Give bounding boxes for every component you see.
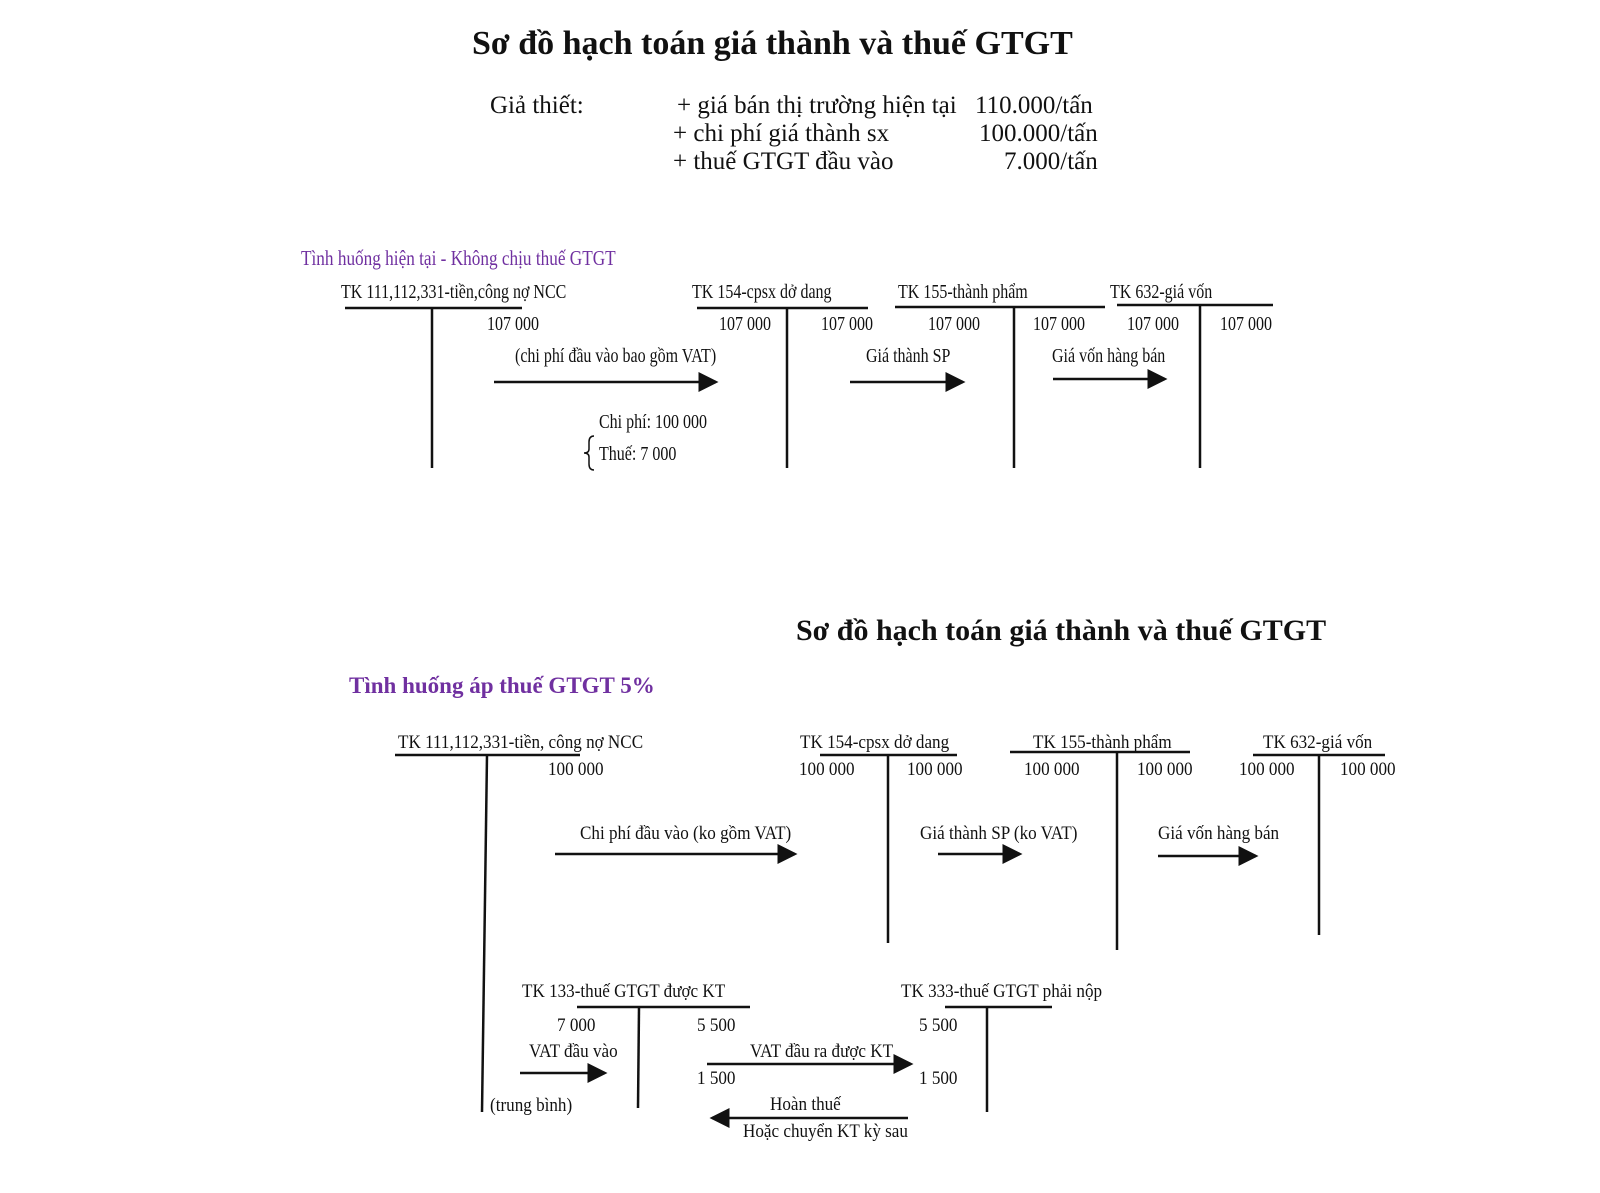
amount: 100 000 (1137, 759, 1193, 780)
brace (583, 435, 595, 471)
amount: 100 000 (548, 759, 604, 780)
account-title: TK 333-thuế GTGT phải nộp (901, 981, 1103, 1002)
amount: 107 000 (1220, 313, 1272, 335)
scenario-label-bottom: Tình huống áp thuế GTGT 5% (349, 673, 655, 698)
tk133-vline (636, 1006, 641, 1109)
amount: 100 000 (799, 759, 855, 780)
section-title: Sơ đồ hạch toán giá thành và thuế GTGT (796, 614, 1327, 647)
amount: 107 000 (928, 313, 980, 335)
amount: 107 000 (1033, 313, 1085, 335)
flow-label: (trung bình) (490, 1095, 573, 1116)
given-item-label: + giá bán thị trường hiện tại (677, 92, 957, 119)
given-item-label: + thuế GTGT đầu vào (673, 148, 894, 175)
account-title: TK 632-giá vốn (1263, 732, 1373, 753)
flow-label: Hoặc chuyển KT kỳ sau (743, 1121, 908, 1142)
flow-label: (chi phí đầu vào bao gồm VAT) (515, 345, 717, 367)
account-title: TK 111,112,331-tiền, công nợ NCC (398, 732, 644, 753)
flow-label: Giá vốn hàng bán (1052, 345, 1166, 367)
amount: 107 000 (719, 313, 771, 335)
flow-label: Chi phí đầu vào (ko gồm VAT) (580, 823, 792, 844)
flow-label: VAT đầu ra được KT (750, 1041, 894, 1062)
given-item-label: + chi phí giá thành sx (673, 120, 890, 147)
amount: 100 000 (1340, 759, 1396, 780)
flow-label: Hoàn thuế (770, 1094, 841, 1115)
scenario-label-top: Tình huống hiện tại - Không chịu thuế GT… (301, 246, 616, 270)
amount: 100 000 (907, 759, 963, 780)
amount: 100 000 (1024, 759, 1080, 780)
flow-label: VAT đầu vào (529, 1041, 618, 1062)
flow-label: Giá thành SP (ko VAT) (920, 823, 1078, 844)
given-item-value: 100.000/tấn (979, 120, 1098, 147)
given-item-value: 7.000/tấn (1004, 148, 1098, 175)
account-title: TK 632-giá vốn (1110, 281, 1213, 303)
flow-label: Giá vốn hàng bán (1158, 823, 1280, 844)
tk111-bottom-vline (480, 754, 489, 1113)
page-title: Sơ đồ hạch toán giá thành và thuế GTGT (472, 25, 1073, 62)
account-title: TK 155-thành phẩm (898, 281, 1028, 303)
flow-label: Giá thành SP (866, 345, 951, 367)
amount: 5 500 (697, 1015, 736, 1036)
amount: 107 000 (487, 313, 539, 335)
given-label: Giả thiết: (490, 92, 584, 119)
amount: 100 000 (1239, 759, 1295, 780)
amount: 107 000 (1127, 313, 1179, 335)
account-title: TK 154-cpsx dở dang (800, 732, 950, 753)
amount: 5 500 (919, 1015, 958, 1036)
amount: 7 000 (557, 1015, 596, 1036)
account-title: TK 133-thuế GTGT được KT (522, 981, 726, 1002)
amount: 107 000 (821, 313, 873, 335)
amount: 1 500 (919, 1068, 958, 1089)
given-item-value: 110.000/tấn (975, 92, 1093, 119)
amount: 1 500 (697, 1068, 736, 1089)
account-title: TK 155-thành phẩm (1033, 732, 1172, 753)
breakdown-tax: Thuế: 7 000 (599, 443, 677, 465)
account-title: TK 111,112,331-tiền,công nợ NCC (341, 281, 567, 303)
breakdown-cost: Chi phí: 100 000 (599, 411, 708, 433)
account-title: TK 154-cpsx dở dang (692, 281, 832, 303)
